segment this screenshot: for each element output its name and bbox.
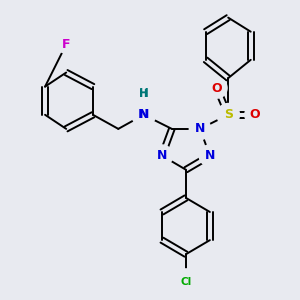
Text: H: H [139,87,148,100]
Circle shape [151,145,173,166]
Text: F: F [62,38,70,51]
Text: N: N [139,108,149,121]
Circle shape [57,35,75,53]
Text: H: H [139,89,148,99]
Text: O: O [250,108,260,121]
Circle shape [133,104,154,125]
Circle shape [245,105,265,125]
Text: N: N [205,149,215,162]
Circle shape [199,145,220,166]
Circle shape [172,269,200,296]
Circle shape [217,103,239,126]
Text: S: S [224,108,233,121]
Text: N: N [157,149,167,162]
Text: Cl: Cl [180,278,191,287]
Circle shape [137,88,150,100]
Text: N: N [138,108,149,121]
Circle shape [189,118,211,140]
Circle shape [132,103,155,127]
Circle shape [207,78,227,98]
Text: N: N [195,122,205,135]
Circle shape [136,86,152,101]
Text: O: O [212,82,222,94]
